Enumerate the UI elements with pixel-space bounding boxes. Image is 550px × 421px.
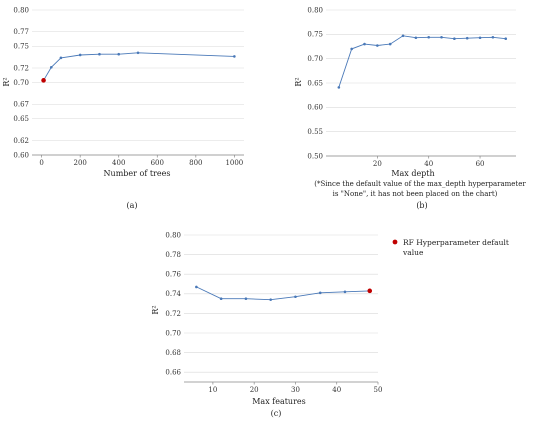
chart-b-data-point [504,37,508,41]
chart-c-ytick-label: 0.80 [165,231,181,239]
chart-a-ytick-label: 0.60 [13,151,29,159]
chart-b-data-point [440,35,443,39]
chart-b-xtick-label: 60 [476,160,485,168]
chart-a-series-line [43,52,235,81]
chart-a-ytick-label: 0.65 [13,115,29,123]
chart-c-data-point [219,297,223,301]
chart-c-series-line [196,286,370,301]
chart-a-xtick-label: 0 [39,159,43,167]
chart-b-data-point [337,86,341,89]
chart-b-ytick-label: 0.65 [307,79,323,87]
chart-b-data-point [414,36,418,40]
chart-a-data-point [49,65,53,69]
chart-a-data-point [136,51,140,55]
chart-a-data-point [233,55,236,58]
chart-b-note-line1: (*Since the default value of the max_dep… [314,180,526,188]
legend-label-line1: RF Hyperparameter default [403,238,509,247]
chart-a-ytick-label: 0.77 [13,28,29,36]
chart-b-data-point [427,35,431,39]
chart-b-data-point [453,37,456,41]
chart-number-of-trees: 0.60 0.62 0.65 0.67 0.70 0.72 0.75 0.77 0.80 0 200… [13,6,244,167]
chart-b-ytick-label: 0.60 [307,104,323,112]
chart-c-xtick-label: 10 [208,386,217,394]
chart-a-ytick-label: 0.80 [13,6,29,14]
chart-c-data-point [195,285,198,289]
chart-max-depth: 0.50 0.55 0.60 0.65 0.70 0.75 0.80 20 40 60 [307,6,516,168]
chart-c-ytick-label: 0.74 [165,290,181,298]
chart-c-ytick-label: 0.68 [165,349,181,357]
chart-a-xtick-label: 400 [112,159,125,167]
chart-c-data-point [294,295,297,299]
chart-a-ylabel: R² [2,77,11,86]
chart-c-ylabel: R² [151,305,160,314]
chart-b-ytick-label: 0.70 [307,55,323,63]
chart-b-caption: (b) [416,201,427,210]
chart-c-data-point [244,297,248,301]
chart-c-xtick-label: 30 [291,386,300,394]
chart-c-ytick-label: 0.78 [165,251,181,259]
chart-b-xtick-label: 20 [373,160,382,168]
chart-a-caption: (a) [126,201,137,210]
chart-a-ytick-label: 0.72 [13,64,29,72]
chart-b-data-point [478,36,482,40]
chart-b-ytick-label: 0.55 [307,128,323,136]
chart-b-data-point [465,36,469,40]
chart-a-ytick-label: 0.62 [13,137,29,145]
chart-b-data-point [363,42,366,46]
chart-b-xtick-label: 40 [424,160,433,168]
chart-c-xlabel: Max features [252,397,306,406]
chart-b-data-point [350,47,353,51]
legend: RF Hyperparameter default value [392,238,509,257]
chart-b-series-line [338,35,506,88]
chart-c-data-point [343,290,347,294]
chart-a-data-point [78,53,82,57]
chart-c-data-point [318,291,322,295]
chart-b-ytick-label: 0.50 [307,152,323,160]
chart-b-note-line2: is "None", it has not been placed on the… [333,190,498,198]
chart-b-ytick-label: 0.75 [307,31,323,39]
chart-c-caption: (c) [271,409,282,418]
legend-default-marker [392,239,398,245]
chart-a-xtick-label: 1000 [225,159,243,167]
chart-c-xtick-label: 40 [332,386,341,394]
chart-c-default-point [367,288,373,294]
chart-b-xlabel: Max depth [391,169,434,178]
chart-c-xtick-label: 50 [374,386,383,394]
chart-b-ytick-label: 0.80 [307,6,323,14]
chart-a-data-point [117,52,121,56]
chart-b-data-point [376,44,379,47]
chart-a-xtick-label: 200 [73,159,86,167]
chart-a-ytick-label: 0.70 [13,79,29,87]
chart-a-ytick-label: 0.75 [13,43,29,51]
chart-a-xlabel: Number of trees [104,169,171,178]
chart-a-xtick-label: 600 [151,159,164,167]
chart-c-ytick-label: 0.72 [165,310,181,318]
chart-max-features: 0.66 0.68 0.70 0.72 0.74 0.76 0.78 0.80 10 20 30 40… [165,231,382,394]
chart-c-xtick-label: 20 [250,386,259,394]
chart-a-xtick-label: 800 [189,159,202,167]
chart-a-ytick-label: 0.67 [13,101,29,109]
chart-c-ytick-label: 0.76 [165,271,181,279]
chart-b-ylabel: R² [294,77,303,86]
chart-a-data-point [59,56,63,60]
chart-c-ytick-label: 0.70 [165,329,181,337]
chart-a-default-point [41,78,46,83]
chart-b-data-point [401,34,405,38]
legend-label-line2: value [402,248,424,257]
chart-b-data-point [491,35,495,39]
chart-c-ytick-label: 0.66 [165,369,181,377]
chart-b-data-point [388,42,392,46]
chart-a-data-point [98,52,101,56]
chart-c-data-point [269,298,272,301]
